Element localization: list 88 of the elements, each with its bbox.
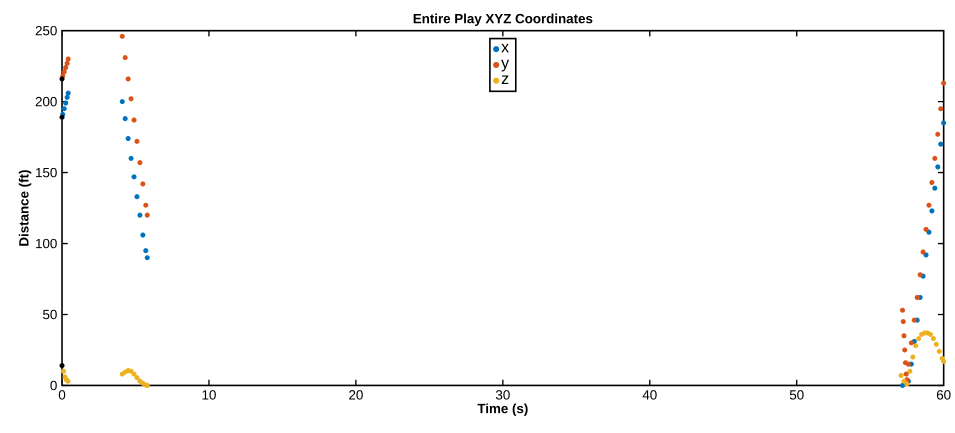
point xyxy=(126,76,131,82)
point xyxy=(144,254,150,260)
point xyxy=(137,212,142,218)
point xyxy=(912,317,917,322)
point xyxy=(906,361,911,366)
y-tick-label: 0 xyxy=(50,380,57,390)
x-tick-label: 20 xyxy=(349,390,363,400)
x-tick-label: 10 xyxy=(202,390,216,400)
point xyxy=(128,156,134,161)
point xyxy=(908,340,914,346)
point xyxy=(66,90,71,96)
point xyxy=(900,307,906,313)
x-tick-label: 30 xyxy=(496,390,510,400)
point xyxy=(63,64,68,70)
point xyxy=(914,294,920,300)
point xyxy=(929,208,934,214)
x-tick-label: 60 xyxy=(936,390,951,400)
point xyxy=(140,232,146,238)
point xyxy=(144,212,150,218)
x-tick-label: 50 xyxy=(790,390,804,400)
point xyxy=(126,136,131,141)
point xyxy=(941,80,946,86)
point xyxy=(929,180,934,185)
legend-label: x xyxy=(501,44,509,52)
point xyxy=(143,202,148,208)
point xyxy=(901,333,907,338)
point xyxy=(131,117,137,122)
y-tick-label: 250 xyxy=(36,26,57,36)
point xyxy=(128,368,134,374)
point xyxy=(938,141,944,147)
point xyxy=(935,132,940,137)
y-axis-title: Distance (ft) xyxy=(18,170,32,246)
point xyxy=(143,248,148,253)
point xyxy=(64,60,70,66)
point xyxy=(900,318,906,324)
point xyxy=(131,371,137,376)
point xyxy=(120,98,125,104)
point xyxy=(131,174,137,180)
y-tick-label: 200 xyxy=(36,96,57,106)
point xyxy=(140,181,146,186)
point xyxy=(913,342,918,348)
point xyxy=(902,347,908,352)
point xyxy=(59,76,65,82)
y-tick-label: 100 xyxy=(36,238,57,248)
chart-title: Entire Play XYZ Coordinates xyxy=(414,13,592,26)
point xyxy=(122,54,128,60)
point xyxy=(64,94,70,100)
point xyxy=(134,374,140,380)
point xyxy=(938,106,944,112)
point xyxy=(904,371,909,376)
point xyxy=(122,116,128,121)
x-tick-label: 40 xyxy=(642,390,657,400)
point xyxy=(62,69,67,74)
point xyxy=(941,358,946,364)
point xyxy=(128,96,134,102)
point xyxy=(63,100,68,106)
point xyxy=(934,342,939,347)
point xyxy=(923,226,929,232)
point xyxy=(907,368,912,374)
point xyxy=(62,106,67,112)
legend-label: z xyxy=(502,75,508,84)
point xyxy=(936,348,942,354)
point xyxy=(134,194,140,200)
point xyxy=(932,185,938,191)
point xyxy=(910,354,916,360)
point xyxy=(60,368,66,374)
point xyxy=(137,160,142,165)
point xyxy=(59,114,65,120)
y-tick-label: 50 xyxy=(43,310,57,319)
point xyxy=(898,372,904,378)
point xyxy=(901,378,907,384)
point xyxy=(926,202,932,208)
point xyxy=(66,56,71,62)
point xyxy=(59,362,65,368)
point xyxy=(932,156,938,161)
point xyxy=(120,34,125,39)
point xyxy=(916,336,922,341)
point xyxy=(928,332,933,337)
legend-label: y xyxy=(501,59,510,72)
x-tick-label: 0 xyxy=(58,390,66,400)
x-axis-title: Time (s) xyxy=(478,403,528,416)
point xyxy=(134,138,140,144)
point xyxy=(918,272,923,278)
point xyxy=(935,164,940,170)
point xyxy=(930,336,936,341)
point xyxy=(920,249,926,254)
point xyxy=(941,120,946,126)
y-tick-label: 150 xyxy=(36,168,57,178)
